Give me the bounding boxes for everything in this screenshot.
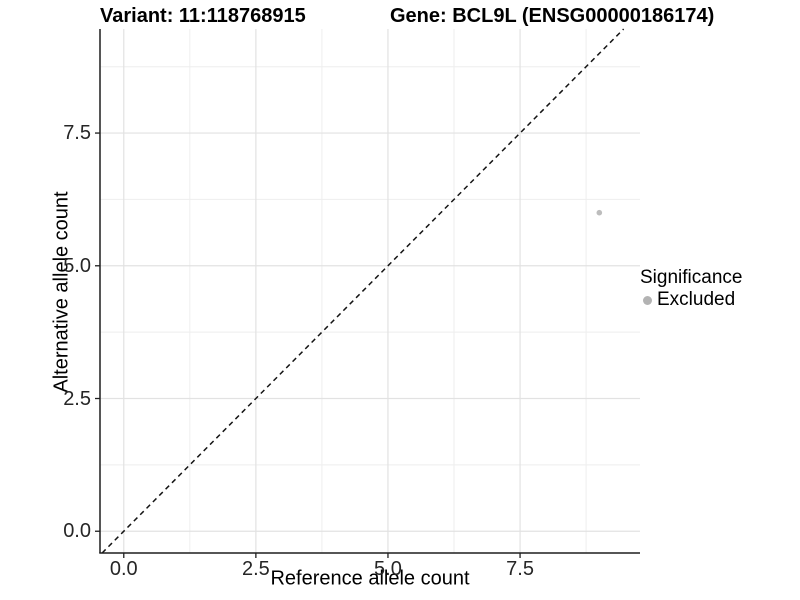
y-tick-label: 2.5 <box>63 387 91 410</box>
identity-dashed-line <box>101 28 625 554</box>
plot-title-gene: Gene: BCL9L (ENSG00000186174) <box>390 5 715 27</box>
legend-entry-label: Excluded <box>657 289 736 310</box>
x-tick-label: 7.5 <box>506 558 534 580</box>
plot-title-variant: Variant: 11:118768915 <box>100 5 306 27</box>
legend-entry-excluded: Excluded <box>640 289 742 311</box>
x-tick-label: 5.0 <box>374 558 402 580</box>
y-tick-label: 5.0 <box>63 254 91 277</box>
legend: Significance Excluded <box>640 266 742 311</box>
x-tick-label: 2.5 <box>241 558 270 580</box>
legend-point-icon <box>643 295 652 305</box>
y-tick-label: 7.5 <box>63 122 91 145</box>
data-point <box>596 209 603 216</box>
x-tick-label: 0.0 <box>109 558 138 580</box>
x-axis-label: Reference allele count <box>270 567 470 590</box>
y-tick-label: 0.0 <box>63 520 91 543</box>
legend-title: Significance <box>640 267 743 288</box>
